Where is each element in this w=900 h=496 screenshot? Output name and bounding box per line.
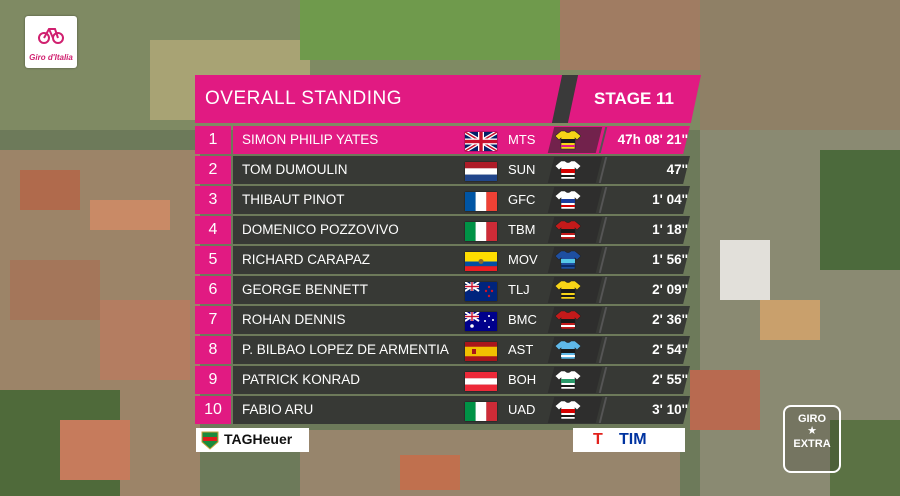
standings-row: 7 ROHAN DENNIS BMC 2' 36'' (195, 306, 698, 335)
rank-number: 6 (195, 276, 231, 304)
rider-name: PATRICK KONRAD (242, 372, 361, 387)
flag-icon (465, 282, 497, 301)
rider-name: GEORGE BENNETT (242, 282, 369, 297)
team-code: TBM (508, 222, 536, 237)
jersey-icon (554, 280, 582, 305)
row-bar (233, 366, 690, 394)
jersey-icon (554, 130, 582, 155)
extra-line2: EXTRA (793, 438, 831, 450)
team-code: UAD (508, 402, 536, 417)
rider-name: RICHARD CARAPAZ (242, 252, 371, 267)
flag-icon (465, 132, 497, 151)
flag-icon (465, 162, 497, 181)
standings-row: 5 RICHARD CARAPAZ MOV 1' 56'' (195, 246, 698, 275)
flag-icon (465, 402, 497, 421)
jersey-icon (554, 400, 582, 425)
rank-number: 3 (195, 186, 231, 214)
time-gap: 2' 36'' (652, 312, 688, 327)
time-gap: 2' 54'' (652, 342, 688, 357)
bicycle-icon (38, 28, 64, 44)
flag-icon (465, 222, 497, 241)
flag-icon (465, 312, 497, 331)
team-code: TLJ (508, 282, 530, 297)
row-bar (233, 186, 690, 214)
team-code: BOH (508, 372, 537, 387)
row-bar (233, 396, 690, 424)
rank-number: 9 (195, 366, 231, 394)
rider-name: DOMENICO POZZOVIVO (242, 222, 399, 237)
time-gap: 3' 10'' (652, 402, 688, 417)
flag-icon (465, 342, 497, 361)
flag-icon (465, 192, 497, 211)
rank-number: 8 (195, 336, 231, 364)
tim-mark-icon: T (593, 431, 603, 448)
jersey-icon (554, 160, 582, 185)
standings-row: 6 GEORGE BENNETT TLJ 2' 09'' (195, 276, 698, 305)
rider-name: THIBAUT PINOT (242, 192, 345, 207)
standings-title: OVERALL STANDING (205, 88, 402, 109)
rank-number: 5 (195, 246, 231, 274)
team-code: MTS (508, 132, 536, 147)
jersey-icon (554, 370, 582, 395)
jersey-icon (554, 340, 582, 365)
team-code: MOV (508, 252, 538, 267)
rider-name: SIMON PHILIP YATES (242, 132, 379, 147)
time-gap: 2' 09'' (652, 282, 688, 297)
tim-sponsor-logo: T TIM (573, 428, 685, 452)
row-bar (233, 156, 690, 184)
rank-number: 2 (195, 156, 231, 184)
team-code: AST (508, 342, 534, 357)
time-gap: 1' 04'' (652, 192, 688, 207)
giro-extra-badge: GIRO ★ EXTRA (783, 405, 841, 473)
tagheuer-text: TAGHeuer (224, 431, 293, 447)
rider-name: P. BILBAO LOPEZ DE ARMENTIA (242, 342, 449, 357)
flag-icon (465, 252, 497, 271)
standings-row: 1 SIMON PHILIP YATES MTS 47h 08' 21'' (195, 126, 698, 155)
logo-text: Giro d'Italia (29, 53, 73, 62)
time-gap: 1' 18'' (652, 222, 688, 237)
time-gap: 2' 55'' (652, 372, 688, 387)
jersey-icon (554, 220, 582, 245)
standings-header: OVERALL STANDING STAGE 11 (195, 75, 701, 123)
team-code: SUN (508, 162, 536, 177)
rank-number: 1 (195, 126, 231, 154)
flag-icon (465, 372, 497, 391)
extra-line1: GIRO (797, 413, 827, 425)
rider-name: FABIO ARU (242, 402, 314, 417)
rank-number: 4 (195, 216, 231, 244)
standings-row: 8 P. BILBAO LOPEZ DE ARMENTIA AST 2' 54'… (195, 336, 698, 365)
jersey-icon (554, 190, 582, 215)
jersey-icon (554, 250, 582, 275)
row-bar (233, 336, 690, 364)
standings-row: 9 PATRICK KONRAD BOH 2' 55'' (195, 366, 698, 395)
row-bar (233, 246, 690, 274)
jersey-icon (554, 310, 582, 335)
team-code: BMC (508, 312, 537, 327)
standings-row: 4 DOMENICO POZZOVIVO TBM 1' 18'' (195, 216, 698, 245)
row-bar (233, 216, 690, 244)
time-gap: 47'' (666, 162, 688, 177)
team-code: GFC (508, 192, 536, 207)
rider-name: TOM DUMOULIN (242, 162, 348, 177)
row-bar (233, 126, 690, 154)
tag-shield-icon (201, 431, 219, 450)
row-bar (233, 276, 690, 304)
standings-row: 3 THIBAUT PINOT GFC 1' 04'' (195, 186, 698, 215)
tim-text: TIM (619, 431, 647, 448)
standings-row: 10 FABIO ARU UAD 3' 10'' (195, 396, 698, 425)
standings-row: 2 TOM DUMOULIN SUN 47'' (195, 156, 698, 185)
giro-ditalia-logo: Giro d'Italia (25, 16, 77, 68)
stage-label: STAGE 11 (594, 89, 674, 108)
star-icon: ★ (807, 425, 817, 437)
row-bar (233, 306, 690, 334)
rank-number: 10 (195, 396, 231, 424)
rank-number: 7 (195, 306, 231, 334)
rider-name: ROHAN DENNIS (242, 312, 346, 327)
time-gap: 1' 56'' (652, 252, 688, 267)
time-gap: 47h 08' 21'' (617, 132, 688, 147)
tagheuer-sponsor-logo: TAGHeuer (196, 428, 309, 452)
